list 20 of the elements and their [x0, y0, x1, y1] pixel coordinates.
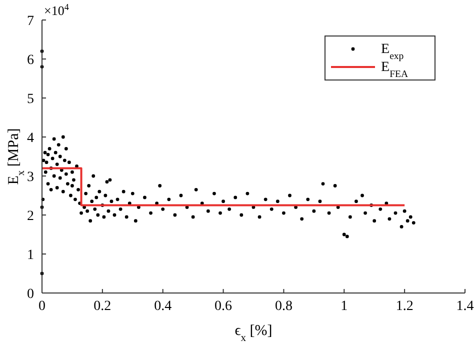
y-tick-label: 5	[27, 92, 34, 107]
x-tick-label: 0.6	[214, 299, 232, 314]
x-axis-title: ϵ$_{x}$ [%]	[234, 323, 272, 344]
y-tick-label: 6	[27, 53, 34, 68]
legend-label: E$_{exp}$	[381, 42, 404, 62]
x-tick-label: 0.8	[274, 299, 292, 314]
y-tick-label: 4	[27, 131, 34, 146]
y-tick-label: 7	[27, 14, 34, 29]
x-tick-label: 1.4	[456, 299, 474, 314]
x-tick-label: 1.2	[396, 299, 414, 314]
legend-label: E$_{FEA}$	[381, 60, 408, 80]
y-tick-label: 1	[27, 248, 34, 263]
x-tick-label: 0	[38, 299, 46, 314]
y-tick-label: 0	[27, 287, 34, 302]
x-tick-label: 0.4	[154, 299, 172, 314]
x-tick-label: 0.2	[94, 299, 112, 314]
x-tick-label: 1	[340, 299, 348, 314]
y-tick-label: 3	[27, 170, 34, 185]
y-tick-label: 2	[27, 209, 34, 224]
text: ×10$^{4}$	[44, 2, 70, 18]
